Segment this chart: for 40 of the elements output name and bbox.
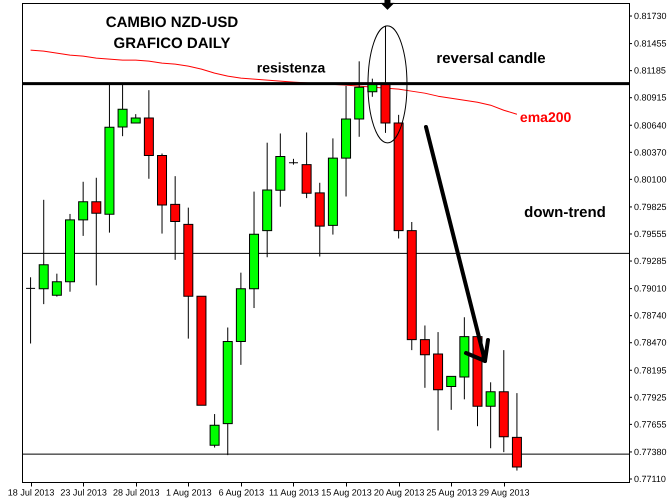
x-tick-label: 25 Aug 2013 bbox=[426, 488, 477, 498]
y-tick-label: 0.79010 bbox=[634, 284, 667, 294]
y-tick-label: 0.80915 bbox=[634, 92, 667, 103]
candlestick bbox=[78, 181, 88, 236]
text: CAMBIO NZD-USD GRAFICO DAILY bbox=[106, 14, 238, 52]
candlestick bbox=[446, 376, 456, 410]
x-tick-label: 23 Jul 2013 bbox=[60, 488, 107, 498]
y-tick-label: 0.81455 bbox=[634, 38, 667, 49]
y-tick-label: 0.78195 bbox=[634, 365, 667, 376]
y-tick-label: 0.81185 bbox=[634, 66, 666, 76]
x-tick-label: 15 Aug 2013 bbox=[321, 488, 372, 498]
candlestick bbox=[52, 273, 62, 298]
y-tick-label: 0.80370 bbox=[634, 147, 667, 158]
y-tick-label: 0.80640 bbox=[634, 120, 667, 130]
y-tick-label: 0.77925 bbox=[634, 392, 667, 402]
y-tick-label: 0.78740 bbox=[634, 310, 667, 321]
candlestick bbox=[420, 324, 430, 388]
y-tick-label: 0.77380 bbox=[634, 446, 667, 457]
text: down-trend bbox=[524, 204, 606, 221]
candlestick bbox=[486, 382, 496, 449]
annotation: reversal candle bbox=[436, 50, 546, 67]
candlestick bbox=[210, 414, 220, 448]
x-tick-label: 6 Aug 2013 bbox=[218, 488, 264, 498]
y-tick-label: 0.80100 bbox=[634, 174, 667, 184]
y-tick-label: 0.78470 bbox=[634, 338, 667, 348]
x-tick-label: 18 Jul 2013 bbox=[8, 488, 54, 498]
y-tick-label: 0.77110 bbox=[634, 474, 666, 484]
y-tick-label: 0.79555 bbox=[634, 228, 667, 239]
y-tick-label: 0.81730 bbox=[634, 11, 667, 22]
x-tick-label: 20 Aug 2013 bbox=[374, 488, 424, 498]
y-tick-label: 0.77655 bbox=[634, 419, 667, 430]
y-tick-label: 0.79825 bbox=[634, 202, 667, 212]
x-tick-label: 11 Aug 2013 bbox=[269, 488, 319, 498]
y-tick-label: 0.79285 bbox=[634, 256, 667, 266]
x-tick-label: 1 Aug 2013 bbox=[166, 488, 212, 498]
ref-line-label: resistenza bbox=[256, 60, 326, 76]
series-label: ema200 bbox=[520, 109, 572, 126]
x-tick-label: 29 Aug 2013 bbox=[479, 488, 530, 498]
candlestick bbox=[26, 276, 36, 344]
x-tick-label: 28 Jul 2013 bbox=[112, 488, 160, 498]
